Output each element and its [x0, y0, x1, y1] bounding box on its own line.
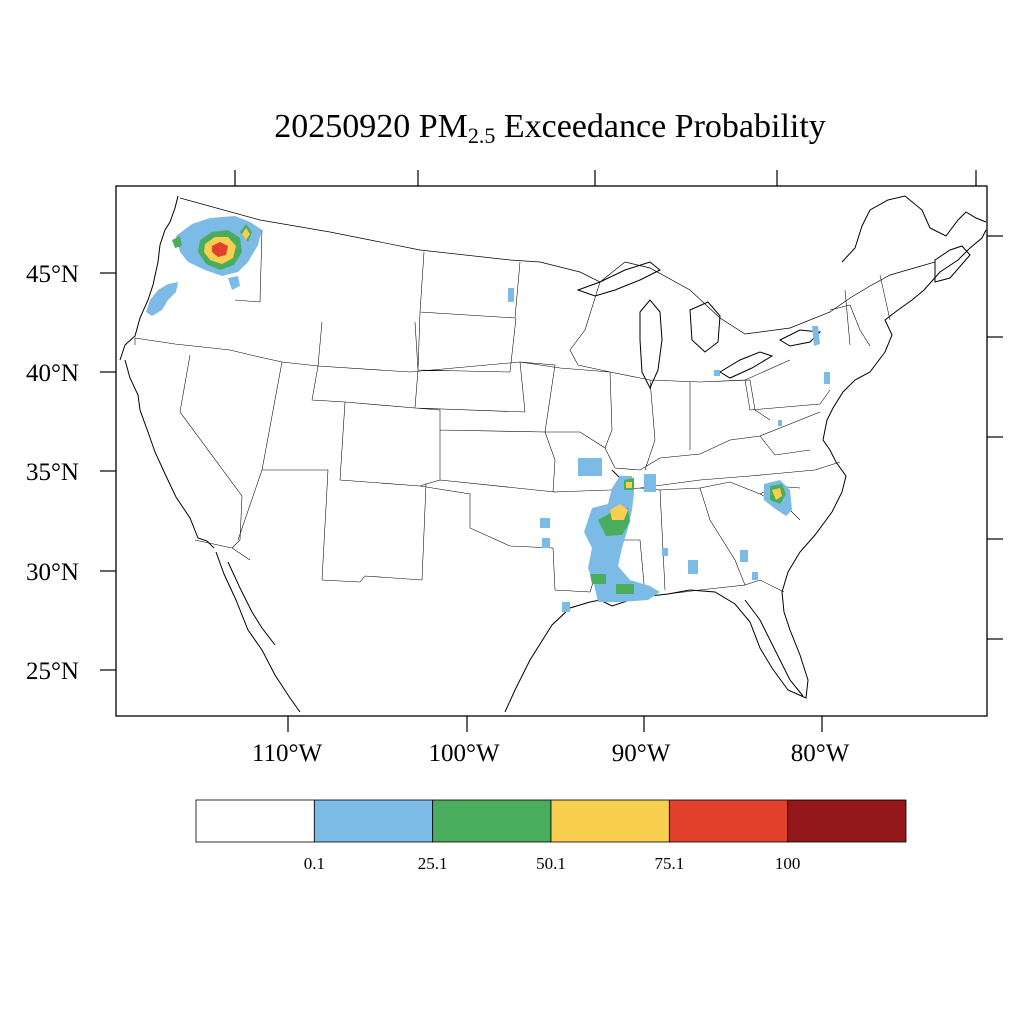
lon-label: 100°W [428, 740, 499, 767]
shading-south-low5 [542, 538, 550, 548]
coastline [119, 195, 987, 713]
canada-shoreline [841, 195, 987, 283]
shading-se-high [772, 488, 782, 500]
shading-spot [740, 550, 748, 562]
probability-shading [146, 216, 830, 612]
shading-pnw-very-high [212, 242, 228, 257]
florida [744, 599, 804, 697]
lat-label: 25°N [26, 658, 79, 685]
shading-spot [714, 370, 720, 376]
shading-pnw-low2 [146, 282, 178, 316]
colorbar-label: 100 [775, 854, 801, 873]
shading-pnw-mid3 [172, 236, 182, 248]
lat-label: 30°N [26, 559, 79, 586]
state-borders [134, 229, 891, 596]
shading-spot [508, 288, 514, 302]
title-species: PM [418, 108, 468, 145]
shading-south-mid3 [616, 584, 634, 594]
shading-south-mid2 [590, 574, 606, 584]
shading-south-low6 [562, 602, 570, 612]
shading-south-high2 [626, 482, 632, 488]
colorbar-swatch [668, 799, 789, 843]
shading-south-low2 [578, 458, 602, 476]
lat-label: 45°N [26, 261, 79, 288]
great-lakes [576, 261, 822, 390]
shading-south-high [610, 504, 628, 520]
colorbar-label: 0.1 [304, 854, 325, 873]
lat-label: 40°N [26, 360, 79, 387]
title-species-subscript: 2.5 [467, 123, 496, 148]
lat-label: 35°N [26, 459, 79, 486]
colorbar-swatch [195, 799, 315, 843]
colorbar-label: 50.1 [536, 854, 566, 873]
shading-spot [752, 572, 758, 580]
colorbar-swatch [787, 799, 907, 843]
lon-label: 90°W [612, 740, 671, 767]
shading-spot [688, 560, 698, 574]
shading-spot [824, 372, 830, 384]
title-suffix: Exceedance Probability [503, 108, 826, 145]
shading-pnw-high2 [242, 228, 250, 240]
shading-south-low3 [644, 474, 656, 492]
shading-pnw-low3 [228, 276, 240, 290]
colorbar-swatch [550, 799, 670, 843]
colorbar-swatch [432, 799, 552, 843]
figure-title: 20250920 PM2.5 Exceedance Probability [0, 108, 1024, 149]
colorbar-labels: 0.1 25.1 50.1 75.1 100 [304, 854, 801, 873]
colorbar-swatch [313, 799, 434, 843]
longitude-labels: 110°W 100°W 90°W 80°W [252, 740, 850, 767]
latitude-labels: 45°N 40°N 35°N 30°N 25°N [26, 261, 79, 685]
shading-spot [778, 420, 782, 426]
colorbar-label: 25.1 [418, 854, 448, 873]
shading-south-low [584, 476, 660, 602]
us-canada-border [179, 197, 936, 335]
shading-spot [662, 548, 668, 556]
title-date: 20250920 [274, 108, 411, 145]
lon-label: 80°W [791, 740, 850, 767]
map-frame [115, 185, 988, 717]
shading-south-low4 [540, 518, 550, 528]
colorbar [195, 799, 907, 843]
axis-ticks [100, 170, 1003, 732]
colorbar-label: 75.1 [654, 854, 684, 873]
lon-label: 110°W [252, 740, 323, 767]
shading-spot [812, 326, 820, 346]
